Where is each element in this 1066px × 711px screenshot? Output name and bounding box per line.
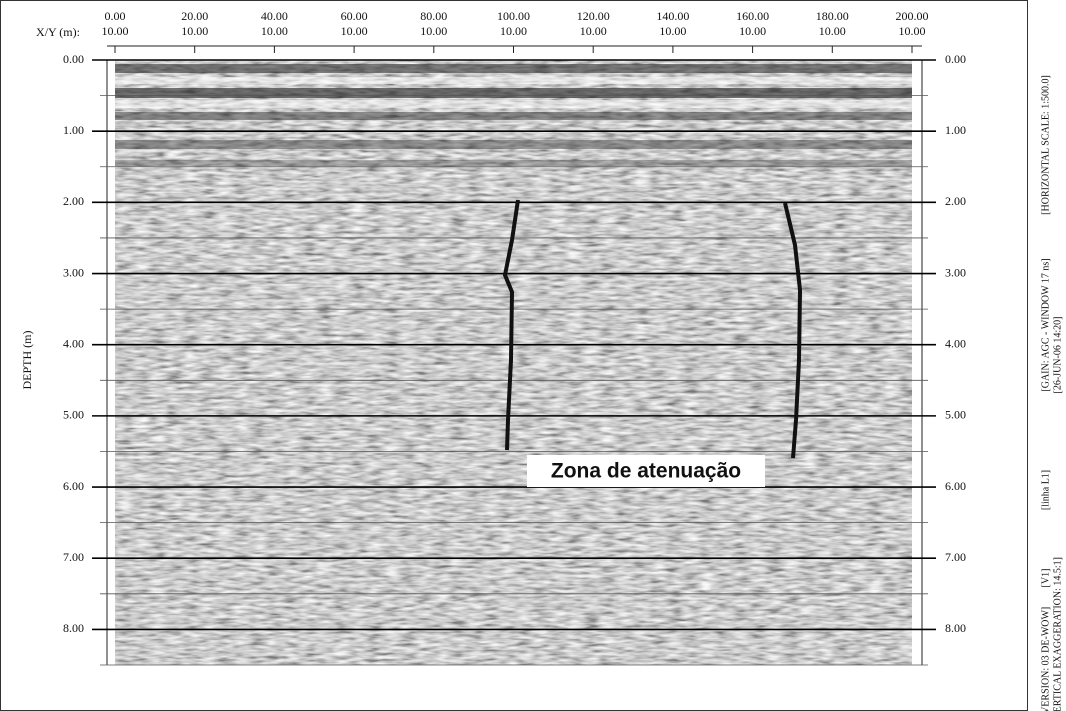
y-tick-label: 5.00 (63, 408, 84, 422)
y-tick-label-right: 8.00 (945, 621, 966, 635)
y-coordinate-label: 10.00 (739, 24, 766, 38)
band (115, 88, 912, 98)
y-tick-label: 1.00 (63, 123, 84, 137)
annotation-box (527, 455, 765, 487)
info-text: [V1] (1040, 569, 1051, 588)
y-tick-label: 4.00 (63, 336, 84, 350)
y-coordinate-label: 10.00 (580, 24, 607, 38)
interpretation-line (783, 202, 803, 459)
x-tick-label: 140.00 (656, 9, 689, 23)
y-tick-label: 7.00 (63, 550, 84, 564)
y-tick-label: 2.00 (63, 194, 84, 208)
x-tick-label: 180.00 (816, 9, 849, 23)
band (115, 160, 912, 166)
info-text: [linha L1] (1040, 470, 1051, 510)
x-tick-label: 40.00 (261, 9, 288, 23)
y-tick-label-right: 1.00 (945, 123, 966, 137)
band (115, 140, 912, 149)
x-axis-label: X/Y (m): (36, 25, 80, 39)
y-axis-label: DEPTH (m) (20, 331, 34, 390)
y-tick-label-right: 7.00 (945, 550, 966, 564)
y-tick-label-right: 3.00 (945, 265, 966, 279)
y-coordinate-label: 10.00 (819, 24, 846, 38)
surface-bands (115, 64, 912, 166)
annotation: Zona de atenuação (551, 460, 741, 483)
info-text: [HORIZONTAL SCALE: 1:500.0] (1040, 75, 1051, 215)
band (115, 100, 912, 108)
x-tick-label: 120.00 (577, 9, 610, 23)
x-tick-label: 100.00 (497, 9, 530, 23)
y-tick-label: 3.00 (63, 265, 84, 279)
y-coordinate-label: 10.00 (341, 24, 368, 38)
y-coordinate-label: 10.00 (181, 24, 208, 38)
y-coordinate-label: 10.00 (500, 24, 527, 38)
info-text: [VERTICAL EXAGGERATION: 14.5:1] (1052, 557, 1063, 711)
y-coordinate-label: 10.00 (261, 24, 288, 38)
y-tick-label: 6.00 (63, 479, 84, 493)
y-tick-label: 0.00 (63, 52, 84, 66)
band (115, 112, 912, 120)
x-tick-label: 0.00 (105, 9, 126, 23)
y-tick-label-right: 5.00 (945, 408, 966, 422)
y-coordinate-label: 10.00 (102, 24, 129, 38)
x-tick-label: 60.00 (341, 9, 368, 23)
x-tick-label: 160.00 (736, 9, 769, 23)
y-coordinate-label: 10.00 (420, 24, 447, 38)
x-tick-label: 80.00 (420, 9, 447, 23)
info-text: [26-JUN-06 14:20] (1052, 317, 1063, 394)
y-coordinate-label: 10.00 (899, 24, 926, 38)
interpretation-line (502, 199, 520, 451)
y-tick-label-right: 2.00 (945, 194, 966, 208)
y-tick-label: 8.00 (63, 621, 84, 635)
band (115, 77, 912, 84)
y-tick-label-right: 0.00 (945, 52, 966, 66)
x-tick-label: 20.00 (181, 9, 208, 23)
y-tick-label-right: 4.00 (945, 336, 966, 350)
y-coordinate-label: 10.00 (659, 24, 686, 38)
x-tick-label: 200.00 (896, 9, 929, 23)
info-text: [GAIN: AGC - WINDOW 17 ns] (1040, 258, 1051, 391)
y-tick-label-right: 6.00 (945, 479, 966, 493)
info-text: [VERSION: 03 DE-WOW] (1040, 607, 1051, 711)
band (115, 64, 912, 73)
radar-image (115, 60, 912, 665)
